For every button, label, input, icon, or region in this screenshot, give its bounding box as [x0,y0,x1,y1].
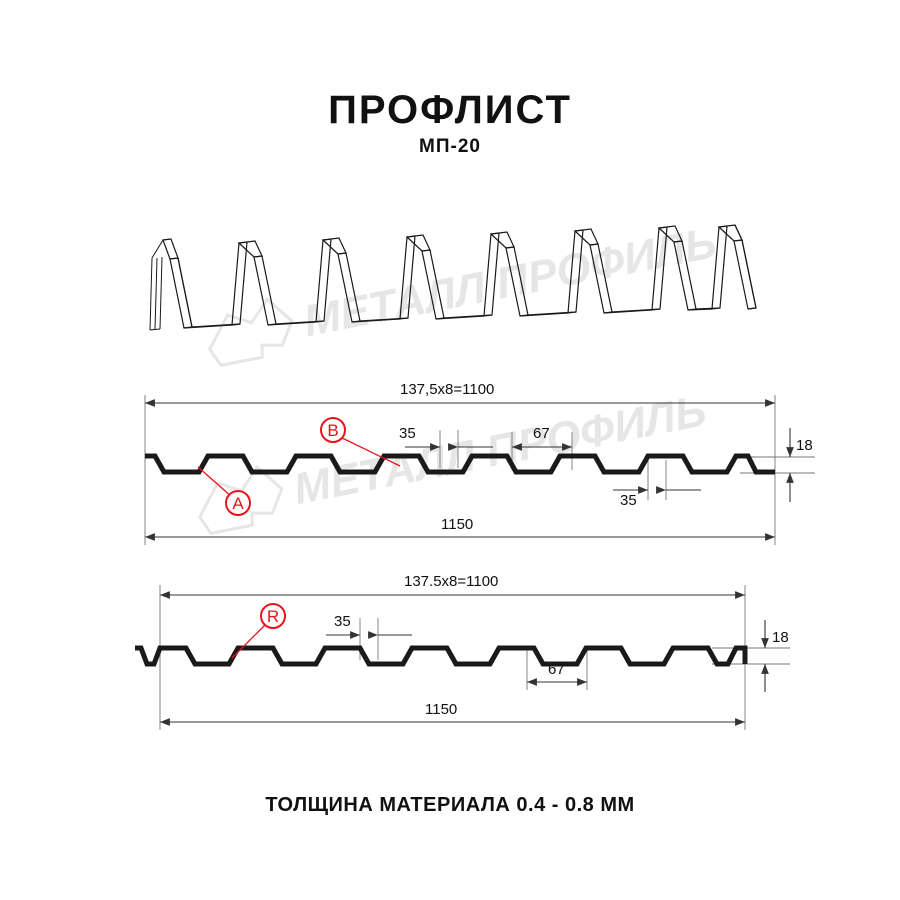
dim-label-total-bottom: 1150 [425,701,458,718]
dim-label-total-top: 1150 [441,516,474,533]
page-title: ПРОФЛИСТ [328,88,572,132]
material-thickness-caption: ТОЛЩИНА МАТЕРИАЛА 0.4 - 0.8 ММ [265,794,635,816]
page-subtitle: МП-20 [419,136,481,157]
dim-label-pitch-top: 137,5x8=1100 [400,381,495,398]
dim-label-height-top: 18 [796,437,813,454]
dim-label-valley-top: 67 [533,425,550,442]
corrugation-outline-bottom [135,645,748,667]
extension-lines-top [144,395,815,545]
dim-label-pitch-bottom: 137.5x8=1100 [404,573,499,590]
marker-circle-b [320,417,346,443]
dim-label-valley-bottom: 67 [548,661,565,678]
dim-label-ribtop-top: 35 [399,425,416,442]
corrugation-outline-top [145,453,775,475]
dim-label-height-bottom: 18 [772,629,789,646]
marker-circle-r [260,603,286,629]
dim-label-ribtop-bottom: 35 [334,613,351,630]
marker-label-a: A [232,494,244,513]
extension-lines-bottom [159,585,790,730]
watermark-logo-icon-2 [197,464,284,535]
marker-circle-a [225,490,251,516]
dim-label-ribbottom-top: 35 [620,492,637,509]
watermark-logo-icon [207,296,294,367]
marker-leaders-top [197,435,401,498]
marker-leader-bottom [231,621,269,659]
marker-label-b: B [327,421,339,440]
marker-label-r: R [266,607,280,626]
